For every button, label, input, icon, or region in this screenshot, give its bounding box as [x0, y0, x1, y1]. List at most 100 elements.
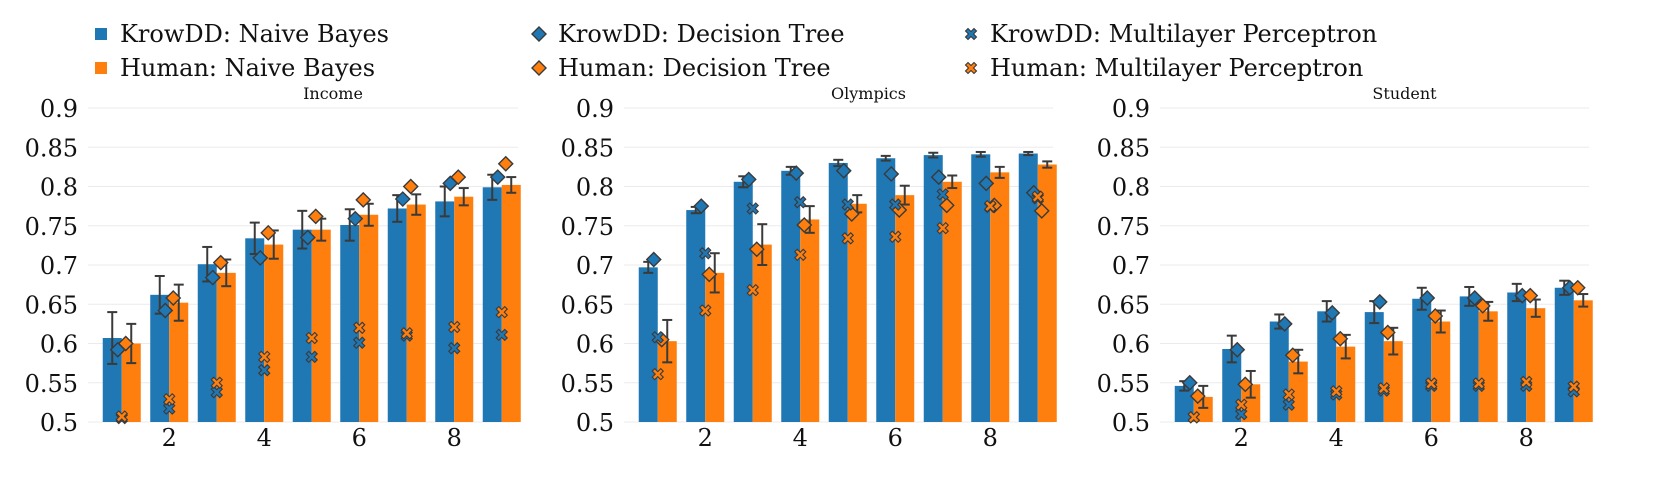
marker-human-multilayer-perceptron	[1424, 377, 1438, 390]
y-tick-label: 0.55	[561, 370, 614, 398]
error-bar	[107, 311, 118, 365]
y-tick-label: 0.65	[25, 291, 78, 319]
marker-human-decision-tree	[1474, 297, 1491, 314]
x-tick-label: 4	[257, 424, 272, 452]
marker-human-decision-tree	[1033, 202, 1050, 219]
legend-marker	[95, 28, 107, 40]
marker-human-decision-tree	[701, 266, 718, 283]
bar-human-naive-bayes	[895, 195, 915, 422]
bar-krowdd-naive-bayes	[1364, 312, 1384, 422]
x-tick-label: 2	[698, 424, 713, 452]
marker-krowdd-multilayer-perceptron	[936, 188, 950, 201]
marker-krowdd-decision-tree	[930, 169, 947, 186]
error-bar	[804, 205, 815, 234]
x-tick-label: 6	[888, 424, 903, 452]
bar-human-naive-bayes	[359, 214, 379, 422]
marker-krowdd-decision-tree	[157, 302, 174, 319]
bar-krowdd-naive-bayes	[1554, 287, 1574, 422]
marker-krowdd-multilayer-perceptron	[210, 385, 224, 399]
legend-entry-human-multilayer-perceptron: Human: Multilayer Perceptron	[964, 54, 1363, 82]
marker-human-multilayer-perceptron	[1329, 385, 1343, 398]
bar-krowdd-naive-bayes	[150, 294, 170, 422]
marker-krowdd-decision-tree	[1229, 341, 1246, 358]
bar-krowdd-naive-bayes	[102, 338, 122, 422]
legend-entry-krowdd-multilayer-perceptron: KrowDD: Multilayer Perceptron	[964, 20, 1377, 48]
error-bar	[297, 209, 308, 250]
bar-krowdd-naive-bayes	[340, 224, 360, 422]
marker-human-multilayer-perceptron	[983, 199, 997, 213]
legend-entry-krowdd-decision-tree: KrowDD: Decision Tree	[531, 20, 845, 48]
marker-human-decision-tree	[938, 197, 955, 214]
panel-title: Student	[1372, 84, 1437, 103]
y-tick-label: 0.65	[1097, 291, 1150, 319]
marker-human-multilayer-perceptron	[841, 232, 855, 245]
error-bar	[947, 174, 958, 190]
marker-krowdd-multilayer-perceptron	[162, 402, 176, 415]
marker-human-decision-tree	[1379, 324, 1396, 341]
marker-krowdd-decision-tree	[1324, 304, 1341, 321]
marker-human-multilayer-perceptron	[936, 221, 950, 235]
marker-krowdd-multilayer-perceptron	[651, 330, 665, 344]
bar-human-naive-bayes	[406, 204, 426, 422]
marker-human-multilayer-perceptron	[1519, 375, 1533, 389]
marker-krowdd-multilayer-perceptron	[1234, 407, 1248, 421]
bar-human-naive-bayes	[847, 203, 867, 422]
y-tick-label: 0.7	[1112, 252, 1150, 280]
bar-human-naive-bayes	[216, 272, 236, 422]
legend-label: KrowDD: Multilayer Perceptron	[990, 20, 1377, 48]
panel-student: Student 0.5 0.55 0.6 0.65 0.7 0.75 0.8 0.85 0.9 2 4…	[1097, 84, 1593, 452]
bar-krowdd-naive-bayes	[1507, 292, 1527, 422]
y-tick-label: 0.85	[1097, 134, 1150, 162]
marker-krowdd-multilayer-perceptron	[305, 350, 319, 364]
marker-krowdd-multilayer-perceptron	[495, 328, 509, 342]
marker-human-decision-tree	[497, 155, 514, 172]
error-bar	[344, 208, 355, 242]
marker-human-decision-tree	[1569, 279, 1586, 296]
bar-krowdd-naive-bayes	[781, 170, 801, 422]
marker-krowdd-decision-tree	[978, 175, 995, 192]
bar-krowdd-naive-bayes	[1018, 153, 1038, 422]
marker-human-decision-tree	[1237, 376, 1254, 393]
legend-marker	[95, 62, 107, 74]
y-tick-label: 0.85	[561, 134, 614, 162]
bar-krowdd-naive-bayes	[387, 208, 407, 422]
bar-human-naive-bayes	[800, 219, 820, 422]
y-tick-label: 0.75	[561, 213, 614, 241]
marker-krowdd-decision-tree	[394, 191, 411, 208]
marker-krowdd-multilayer-perceptron	[793, 195, 807, 209]
marker-human-decision-tree	[355, 191, 372, 208]
y-tick-label: 0.8	[576, 174, 614, 202]
bar-krowdd-naive-bayes	[638, 267, 658, 422]
x-tick-label: 8	[447, 424, 462, 452]
marker-human-multilayer-perceptron	[495, 305, 509, 319]
marker-krowdd-decision-tree	[788, 165, 805, 182]
marker-human-multilayer-perceptron	[793, 248, 807, 262]
x-tick-label: 2	[162, 424, 177, 452]
marker-krowdd-multilayer-perceptron	[352, 336, 366, 349]
legend-label: KrowDD: Decision Tree	[558, 20, 845, 48]
y-tick-label: 0.5	[1112, 409, 1150, 437]
error-bar	[173, 283, 184, 322]
error-bar	[1042, 160, 1053, 169]
bar-krowdd-naive-bayes	[923, 155, 943, 422]
legend-label: KrowDD: Naive Bayes	[120, 20, 389, 48]
x-tick-label: 4	[1329, 424, 1344, 452]
legend-entry-human-naive-bayes: Human: Naive Bayes	[95, 54, 375, 82]
legend-label: Human: Multilayer Perceptron	[990, 54, 1363, 82]
marker-krowdd-multilayer-perceptron	[841, 198, 855, 211]
marker-human-multilayer-perceptron	[447, 320, 461, 334]
x-tick-label: 8	[983, 424, 998, 452]
marker-krowdd-decision-tree	[1371, 293, 1388, 310]
bar-krowdd-naive-bayes	[1459, 296, 1479, 422]
marker-krowdd-decision-tree	[645, 251, 662, 268]
bar-human-naive-bayes	[169, 302, 189, 422]
marker-human-decision-tree	[260, 224, 277, 241]
y-tick-label: 0.5	[576, 409, 614, 437]
marker-human-multilayer-perceptron	[1187, 411, 1201, 424]
y-tick-label: 0.75	[25, 213, 78, 241]
bar-human-naive-bayes	[990, 172, 1010, 422]
y-tick-label: 0.9	[576, 95, 614, 123]
error-bar	[975, 150, 986, 158]
chart-panels: Income 0.5 0.55 0.6 0.65 0.7 0.75 0.8 0.85 0.9 2 4 6…	[25, 84, 1593, 452]
panel-title: Income	[303, 84, 363, 103]
